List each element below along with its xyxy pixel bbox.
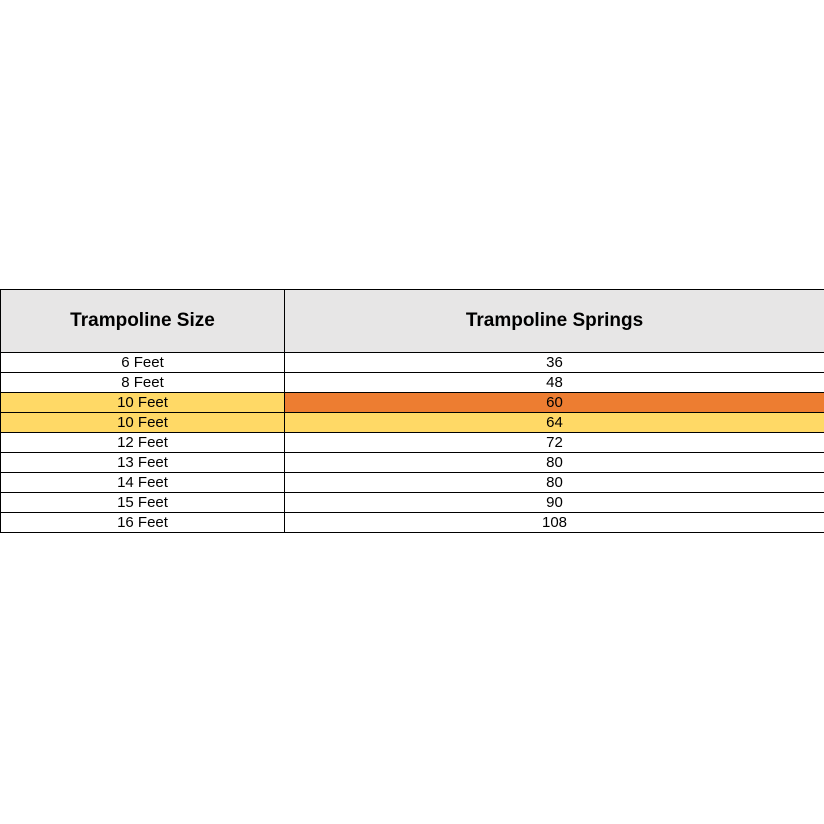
size-cell: 6 Feet bbox=[0, 352, 285, 373]
springs-cell: 48 bbox=[284, 372, 824, 393]
header-row: Trampoline Size Trampoline Springs bbox=[0, 289, 824, 353]
springs-cell: 80 bbox=[284, 472, 824, 493]
table-row: 10 Feet 60 bbox=[0, 392, 824, 413]
springs-cell: 64 bbox=[284, 412, 824, 433]
table-row: 8 Feet 48 bbox=[0, 372, 824, 393]
trampoline-springs-table-container: Trampoline Size Trampoline Springs 6 Fee… bbox=[0, 289, 824, 533]
size-cell: 12 Feet bbox=[0, 432, 285, 453]
column-header-trampoline-springs: Trampoline Springs bbox=[284, 289, 824, 353]
springs-cell: 60 bbox=[284, 392, 824, 413]
table-body: 6 Feet 36 8 Feet 48 10 Feet 60 10 Feet 64 12 Fee… bbox=[0, 352, 824, 533]
table-row: 12 Feet 72 bbox=[0, 432, 824, 453]
table-row: 16 Feet 108 bbox=[0, 512, 824, 533]
size-cell: 13 Feet bbox=[0, 452, 285, 473]
table-row: 15 Feet 90 bbox=[0, 492, 824, 513]
table-row: 6 Feet 36 bbox=[0, 352, 824, 373]
table-row: 14 Feet 80 bbox=[0, 472, 824, 493]
springs-cell: 90 bbox=[284, 492, 824, 513]
springs-cell: 108 bbox=[284, 512, 824, 533]
springs-cell: 72 bbox=[284, 432, 824, 453]
springs-cell: 36 bbox=[284, 352, 824, 373]
springs-cell: 80 bbox=[284, 452, 824, 473]
trampoline-springs-table: Trampoline Size Trampoline Springs 6 Fee… bbox=[0, 289, 824, 533]
size-cell: 8 Feet bbox=[0, 372, 285, 393]
table-row: 13 Feet 80 bbox=[0, 452, 824, 473]
size-cell: 14 Feet bbox=[0, 472, 285, 493]
size-cell: 10 Feet bbox=[0, 412, 285, 433]
table-row: 10 Feet 64 bbox=[0, 412, 824, 433]
size-cell: 10 Feet bbox=[0, 392, 285, 413]
column-header-trampoline-size: Trampoline Size bbox=[0, 289, 285, 353]
size-cell: 15 Feet bbox=[0, 492, 285, 513]
size-cell: 16 Feet bbox=[0, 512, 285, 533]
